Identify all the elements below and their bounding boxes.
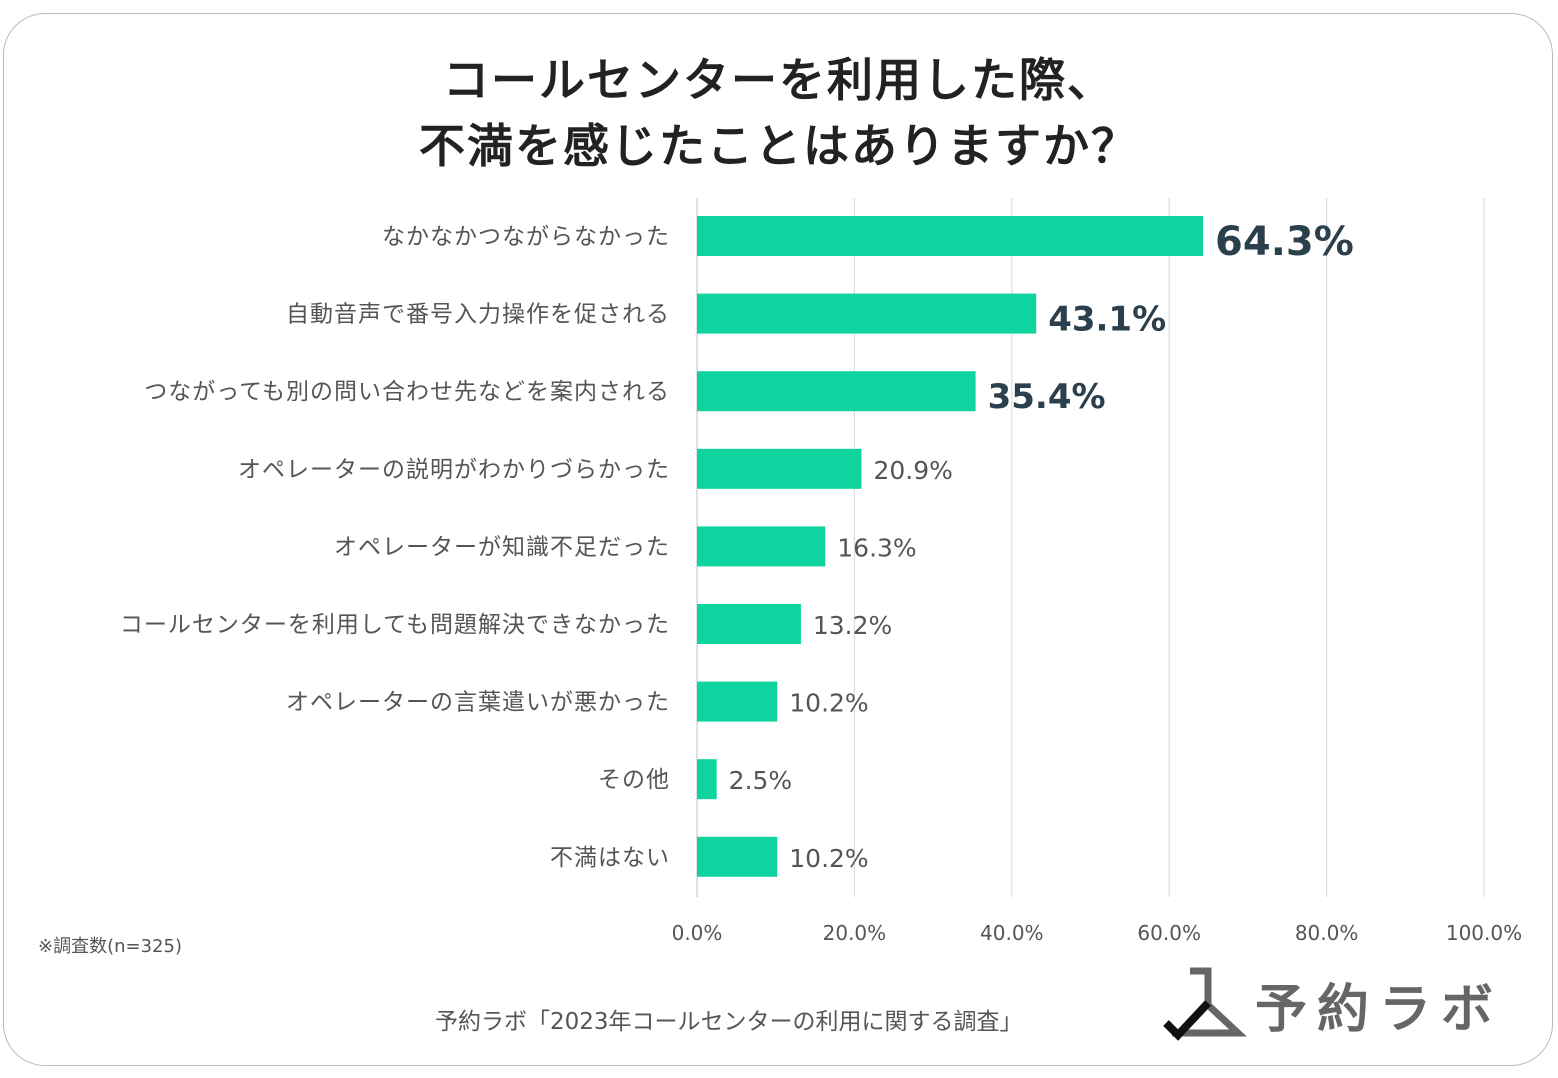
data-label: 43.1% [1048,300,1166,340]
x-tick-label: 100.0% [1446,921,1522,945]
category-label: つながっても別の問い合わせ先などを案内される [144,379,670,405]
data-label: 16.3% [837,533,916,562]
category-label: オペレーターの説明がわかりづらかった [238,457,670,483]
chart-card [3,13,1553,1066]
x-tick-label: 20.0% [823,921,887,945]
data-label: 10.2% [789,689,868,718]
sample-size-note: ※調査数(n=325) [38,936,182,957]
category-label: その他 [598,767,670,793]
yoyaku-lab-logo: 予約ラボ [1163,967,1503,1041]
chart-title-line2: 不満を感じたことはありますか？ [419,119,1139,173]
data-label: 10.2% [789,844,868,873]
chart-title-line1: コールセンターを利用した際、 [443,53,1115,107]
bar [697,216,1204,256]
category-label: 不満はない [550,845,670,871]
x-tick-label: 60.0% [1137,921,1201,945]
category-label: なかなかつながらなかった [382,224,670,250]
data-label: 35.4% [988,377,1106,417]
category-label: コールセンターを利用しても問題解決できなかった [120,612,670,638]
x-tick-label: 80.0% [1295,921,1359,945]
bar [697,836,778,877]
bar [697,293,1037,334]
category-label: オペレーターの言葉遣いが悪かった [286,690,670,716]
bar [697,448,862,489]
bar [697,526,826,567]
bar [697,681,778,722]
x-tick-label: 0.0% [672,921,723,945]
data-label: 13.2% [813,611,892,640]
bar [697,604,801,644]
category-label: オペレーターが知識不足だった [334,534,670,560]
bar [697,371,976,412]
category-label: 自動音声で番号入力操作を促される [286,302,670,328]
data-label: 2.5% [729,766,793,795]
logo-text: 予約ラボ [1255,980,1503,1040]
bar [697,759,717,800]
data-label: 20.9% [873,456,952,485]
x-tick-label: 40.0% [980,921,1044,945]
source-text: 予約ラボ「2023年コールセンターの利用に関する調査」 [435,1009,1023,1035]
data-label: 64.3% [1215,219,1354,265]
